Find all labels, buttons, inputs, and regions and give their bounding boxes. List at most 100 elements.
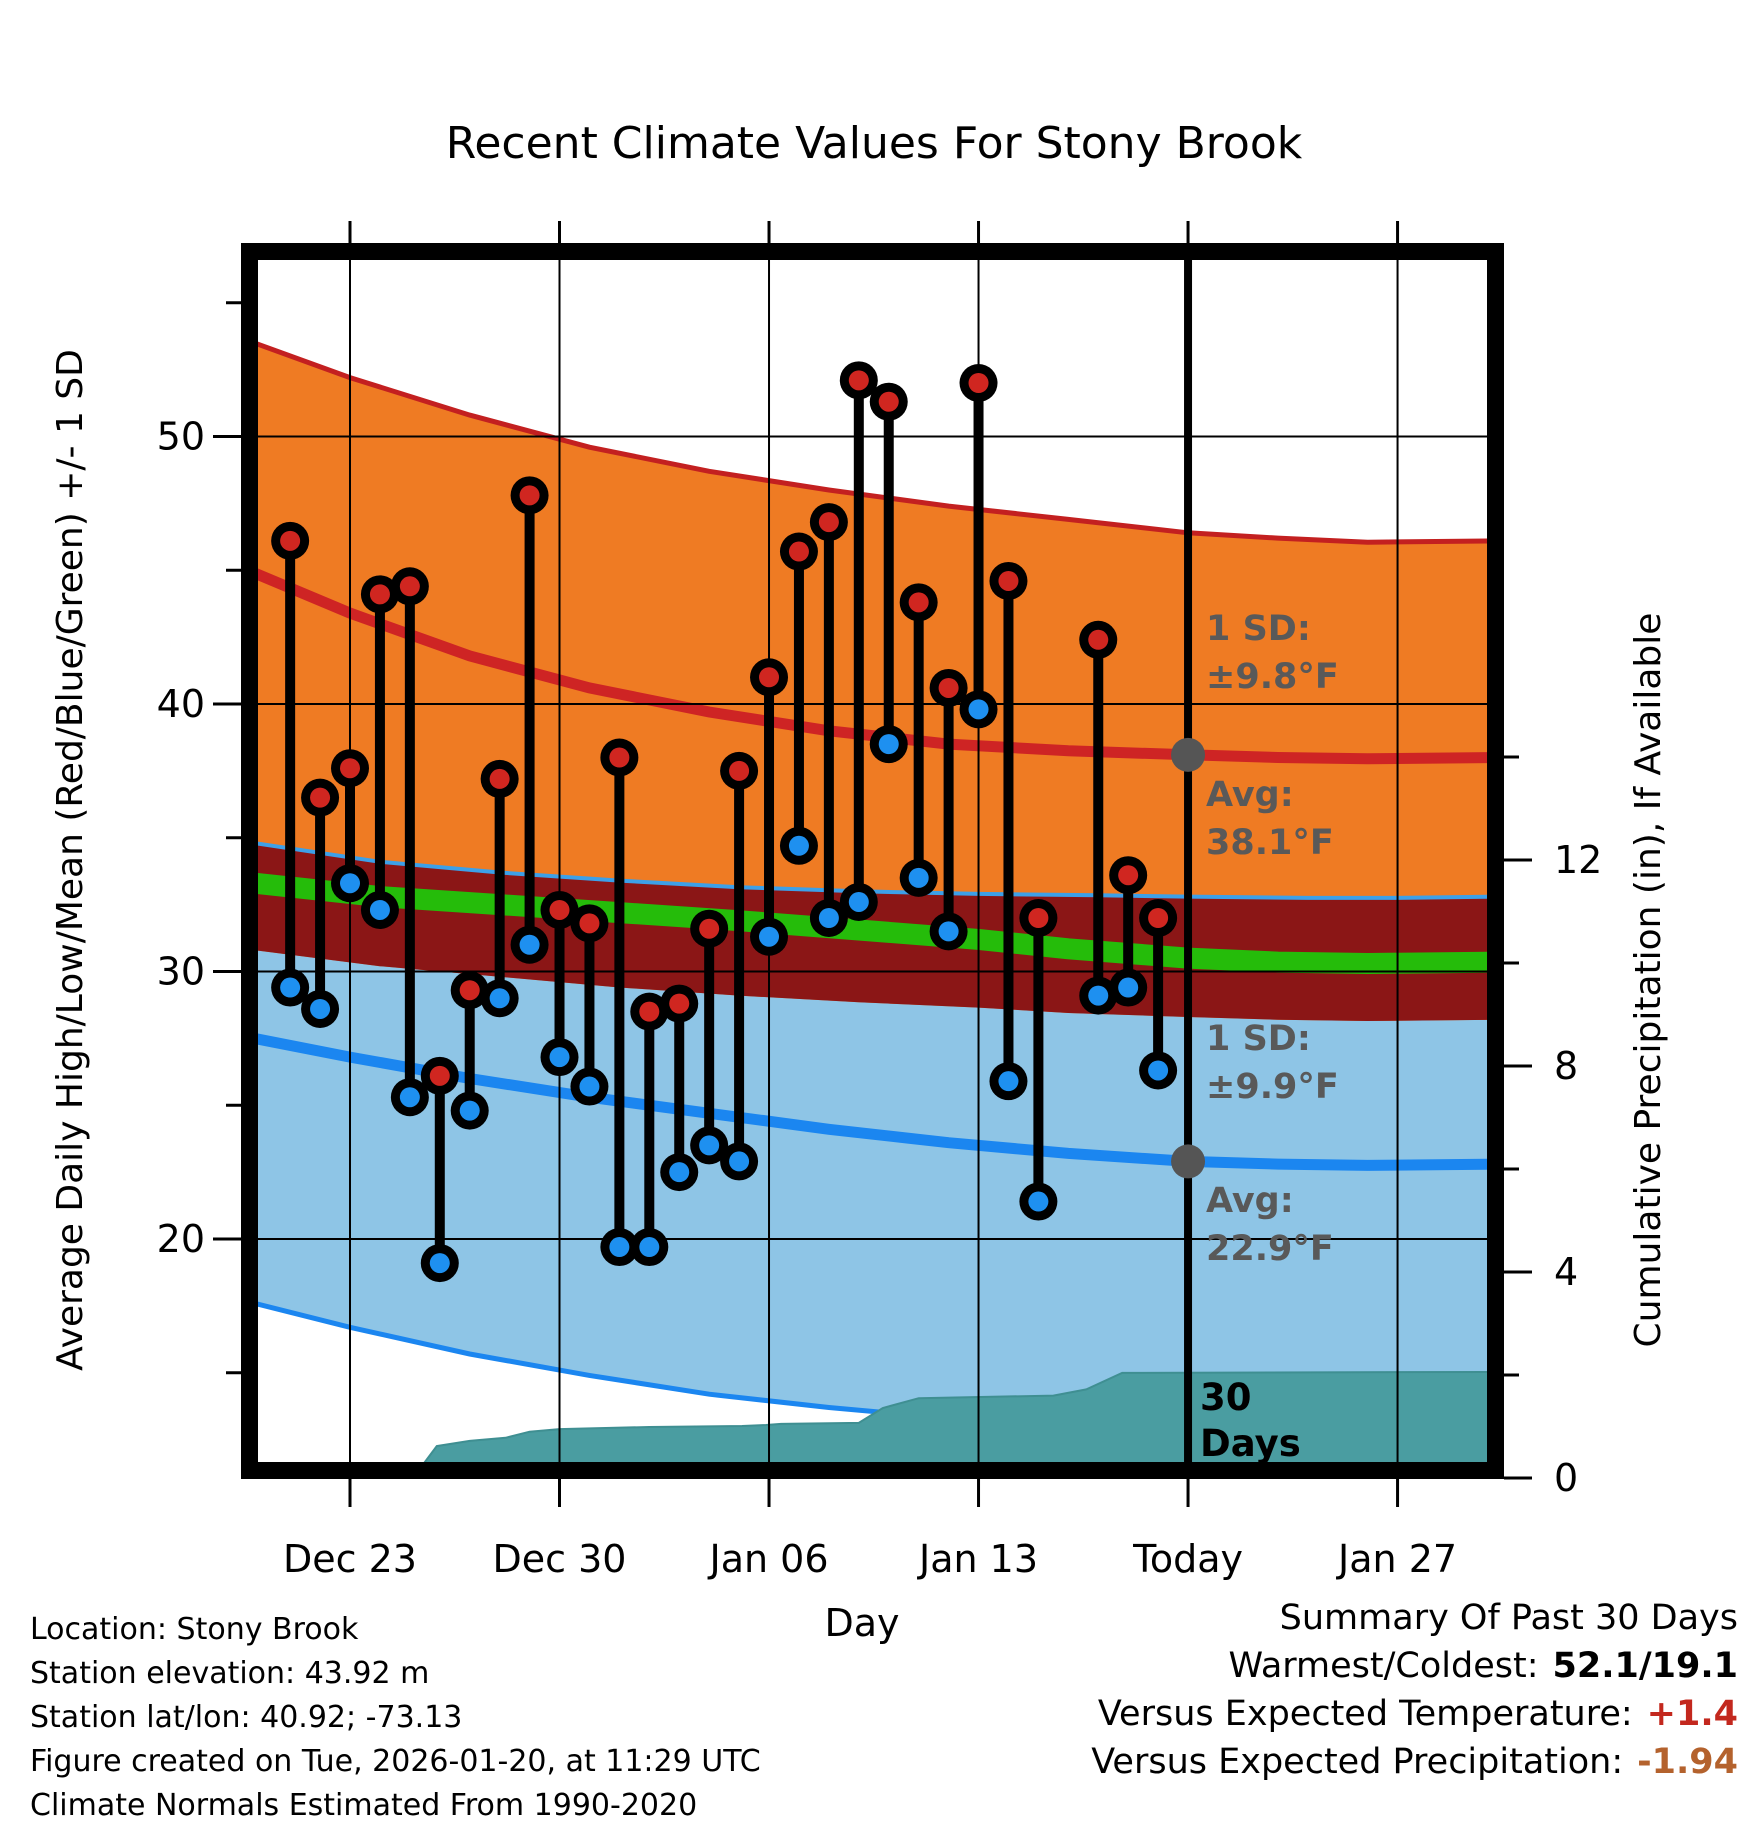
high-temperature-sd-band [258, 344, 1487, 1021]
daily-range-bar [899, 583, 938, 897]
low-dot [369, 899, 390, 920]
x-axis-tick-label: Jan 27 [1336, 1537, 1457, 1581]
high-dot [310, 787, 331, 808]
station-location: Location: Stony Brook [30, 1612, 359, 1647]
low-dot [609, 1237, 630, 1258]
svg-text:30: 30 [1200, 1376, 1252, 1419]
daily-range-bar [720, 751, 759, 1181]
chart-title: Recent Climate Values For Stony Brook [445, 118, 1303, 169]
right-axis-tick-label: 8 [1554, 1044, 1578, 1088]
daily-range-bar [929, 668, 968, 951]
summary-vs-precipitation: Versus Expected Precipitation: -1.94 [1091, 1742, 1738, 1782]
high-dot [1088, 629, 1109, 650]
station-info: Location: Stony Brook Station elevation:… [30, 1608, 761, 1828]
high-dot [938, 677, 959, 698]
low-dot [729, 1151, 750, 1172]
low-dot [1088, 985, 1109, 1006]
low-sd-label: 1 SD: [1206, 1019, 1311, 1059]
left-axis-tick-label: 50 [157, 415, 205, 459]
daily-range-bar [660, 984, 699, 1192]
warmest-coldest-value: 52.1/19.1 [1552, 1646, 1739, 1686]
high-dot [459, 980, 480, 1001]
right-axis-title: Cumulative Precipitation (in), If Availa… [1628, 613, 1669, 1348]
low-dot [848, 891, 869, 912]
low-dot [699, 1135, 720, 1156]
high-dot [489, 768, 510, 789]
daily-range-bar [1019, 899, 1058, 1221]
low-dot [280, 977, 301, 998]
high-dot [788, 541, 809, 562]
right-axis-tick-label: 0 [1554, 1456, 1578, 1500]
high-dot [399, 576, 420, 597]
plot-frame [241, 243, 1504, 1479]
low-dot [938, 921, 959, 942]
cumulative-precipitation-area [423, 1370, 1487, 1462]
daily-range-bar [420, 1056, 459, 1283]
daily-range-bar [570, 904, 609, 1106]
daily-range-bar [1139, 899, 1178, 1090]
low-dot [788, 835, 809, 856]
mean-average-line [258, 873, 1487, 975]
station-latlon: Station lat/lon: 40.92; -73.13 [30, 1700, 463, 1735]
left-axis-tick-label: 20 [157, 1217, 205, 1261]
high-dot [1148, 908, 1169, 928]
low-avg-label: Avg: [1206, 1181, 1294, 1221]
high-dot [579, 913, 600, 934]
high-dot [699, 918, 720, 939]
low-dot [878, 734, 899, 755]
low-dot [759, 926, 780, 947]
high-dot [280, 530, 301, 551]
svg-text:22.9°F: 22.9°F [1206, 1229, 1334, 1269]
left-axis-title: Average Daily High/Low/Mean (Red/Blue/Gr… [50, 349, 91, 1371]
high-dot [669, 993, 690, 1014]
high-dot [1118, 865, 1139, 886]
low-dot [579, 1076, 600, 1097]
figure-created: Figure created on Tue, 2026-01-20, at 11… [30, 1744, 761, 1779]
high-dot [369, 584, 390, 605]
vs-temperature-value: +1.4 [1646, 1694, 1738, 1734]
normals-source: Climate Normals Estimated From 1990-2020 [30, 1788, 698, 1823]
low-dot [519, 934, 540, 955]
low-dot [968, 699, 989, 720]
today-low-avg-marker [1171, 1144, 1206, 1179]
left-axis-tick-label: 40 [157, 682, 205, 726]
daily-range-bar [540, 890, 579, 1077]
high-sd-label: 1 SD: [1206, 609, 1311, 649]
left-axis-tick-label: 30 [157, 950, 205, 994]
axis-ticks [213, 221, 1532, 1507]
daily-range-bar [1079, 620, 1118, 1015]
annotations: 1 SD: ±9.8°F Avg: 38.1°F 1 SD: ±9.9°F Avg: 22.9… [1206, 609, 1339, 1269]
high-dot [429, 1065, 450, 1086]
x-axis-tick-label: Today [1132, 1537, 1243, 1581]
daily-range-bar [510, 476, 549, 964]
low-dot [1118, 977, 1139, 998]
x-axis-tick-label: Dec 30 [493, 1537, 627, 1581]
daily-range-bar [959, 364, 998, 729]
daily-range-bar [779, 532, 818, 865]
low-dot [639, 1237, 660, 1258]
low-dot [549, 1047, 570, 1068]
high-dot [968, 373, 989, 393]
daily-range-bar [360, 575, 399, 929]
svg-text:Days: Days [1200, 1422, 1301, 1465]
daily-range-bar [1109, 856, 1148, 1007]
daily-range-bar [450, 971, 489, 1130]
x-axis-tick-label: Jan 13 [917, 1537, 1038, 1581]
axis-tick-labels: 20 30 40 50 0 4 8 12 Dec 23 Dec 30 Jan 06 Jan 13 Tod… [157, 415, 1603, 1582]
summary-warmest-coldest: Warmest/Coldest: 52.1/19.1 [1228, 1646, 1739, 1686]
high-dot [609, 747, 630, 768]
svg-text:±9.8°F: ±9.8°F [1206, 657, 1339, 697]
svg-text:38.1°F: 38.1°F [1206, 823, 1334, 863]
low-dot [489, 988, 510, 1009]
right-axis-tick-label: 4 [1554, 1250, 1578, 1294]
station-elevation: Station elevation: 43.92 m [30, 1656, 430, 1691]
high-dot [340, 758, 360, 779]
right-axis-tick-label: 12 [1554, 838, 1602, 882]
high-dot [848, 370, 869, 391]
high-dot [908, 592, 929, 613]
high-dot [549, 899, 570, 920]
daily-range-bar [690, 909, 729, 1165]
low-dot [669, 1162, 690, 1183]
high-dot [818, 512, 839, 533]
